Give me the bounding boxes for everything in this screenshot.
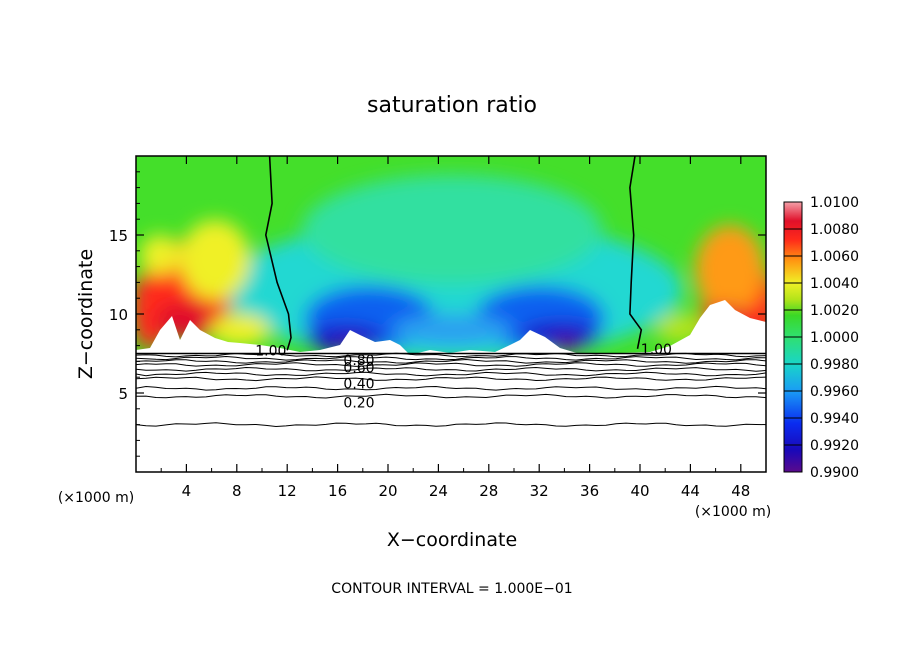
contour-line xyxy=(135,371,767,377)
lower-region xyxy=(136,300,766,472)
contour-label: 0.40 xyxy=(343,377,374,393)
x-tick-label: 24 xyxy=(429,482,448,500)
colorbar: 1.0100 1.0080 1.0060 1.0040 1.0020 1.0000 0.99… xyxy=(783,195,859,481)
contour-line xyxy=(135,362,767,367)
x-tick-label: 48 xyxy=(731,482,750,500)
x-tick-label: 28 xyxy=(479,482,498,500)
colorbar-tick-label: 1.0000 xyxy=(810,330,859,346)
contour-label-layer: 1.00 1.00 0.800.600.40 0.20 xyxy=(255,342,672,412)
colorbar-tick-label: 0.9940 xyxy=(810,411,859,427)
contour-interval-footer: CONTOUR INTERVAL = 1.000E−01 xyxy=(331,581,572,597)
contour-label: 0.80 xyxy=(343,353,374,369)
contour-line xyxy=(135,385,767,391)
x-tick-label: 36 xyxy=(580,482,599,500)
colorbar-tick-label: 0.9900 xyxy=(810,465,859,481)
contour-line xyxy=(135,355,767,361)
saturation-1-contour-left xyxy=(264,155,292,351)
y-tick-label: 5 xyxy=(118,385,128,403)
colorbar-tick-label: 0.9960 xyxy=(810,384,859,400)
colorbar-tick-label: 1.0060 xyxy=(810,249,859,265)
x-tick-label: 8 xyxy=(232,482,242,500)
contour-line xyxy=(135,376,767,382)
y-axis-label: Z−coordinate xyxy=(75,249,97,379)
x-tick-label: 12 xyxy=(278,482,297,500)
contour-line xyxy=(135,393,767,399)
y-tick-label: 10 xyxy=(109,306,128,324)
colorbar-tick-label: 0.9980 xyxy=(810,357,859,373)
saturation-field xyxy=(136,156,766,472)
x-unit-right: (×1000 m) xyxy=(695,504,771,520)
plot-area: 1.00 1.00 0.800.600.40 0.20 xyxy=(135,155,767,473)
x-tick-label: 44 xyxy=(681,482,700,500)
colorbar-tick-label: 1.0100 xyxy=(810,195,859,211)
colorbar-ticks: 1.0100 1.0080 1.0060 1.0040 1.0020 1.0000 0.99… xyxy=(784,195,859,481)
y-tick-label: 15 xyxy=(109,227,128,245)
x-tick-label: 32 xyxy=(530,482,549,500)
x-axis-label: X−coordinate xyxy=(387,529,517,551)
x-tick-label: 20 xyxy=(378,482,397,500)
contour-label: 1.00 xyxy=(641,342,672,358)
contour-lines xyxy=(135,352,767,428)
colorbar-tick-label: 1.0020 xyxy=(810,303,859,319)
saturation-1-contour-right xyxy=(629,155,643,349)
colorbar-tick-label: 1.0080 xyxy=(810,222,859,238)
contour-label: 0.20 xyxy=(343,395,374,411)
contour-line xyxy=(135,422,767,428)
contour-label: 0.60 xyxy=(343,361,374,377)
y-axis: 5 10 15 xyxy=(109,171,766,457)
x-unit-left: (×1000 m) xyxy=(58,490,134,506)
x-axis: 4 8 12 16 20 24 28 32 36 40 44 48 xyxy=(160,156,750,500)
contour-label: 1.00 xyxy=(255,343,286,359)
contour-line xyxy=(135,358,767,364)
contour-line xyxy=(135,366,767,372)
colorbar-tick-label: 1.0040 xyxy=(810,276,859,292)
x-tick-label: 4 xyxy=(182,482,192,500)
chart-title: saturation ratio xyxy=(367,93,537,118)
colorbar-tick-label: 0.9920 xyxy=(810,438,859,454)
x-tick-label: 40 xyxy=(630,482,649,500)
x-tick-label: 16 xyxy=(328,482,347,500)
